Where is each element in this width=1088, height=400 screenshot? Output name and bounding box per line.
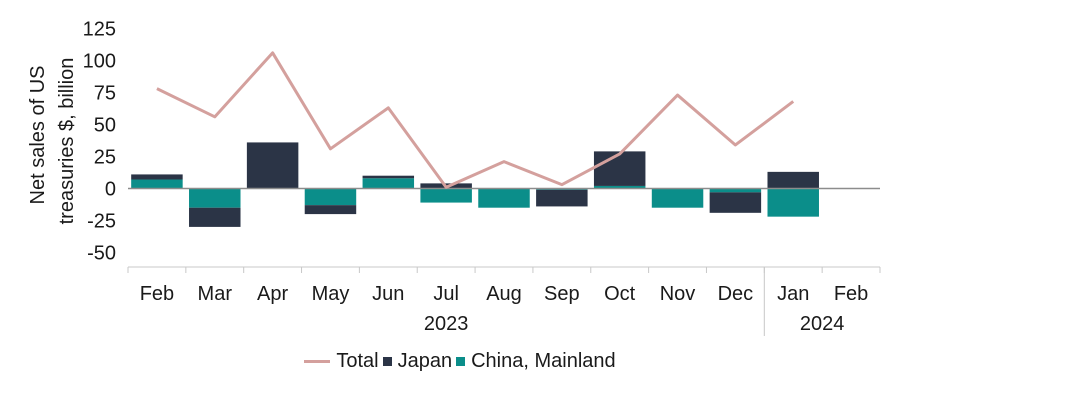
legend-item-japan: Japan [382, 350, 453, 373]
bar-china-mainland [189, 188, 241, 208]
bar-japan [246, 142, 299, 189]
x-tick-label: May [312, 283, 350, 305]
bar-japan [536, 189, 588, 207]
bar-china-mainland [651, 188, 704, 208]
legend-item-china: China, Mainland [456, 350, 616, 373]
bar-japan [593, 151, 646, 186]
y-axis-title-line-1: Net sales of US [27, 66, 49, 205]
x-tick-label: Jul [433, 283, 459, 305]
bar-japan [304, 205, 357, 215]
x-tick-label: Jun [372, 283, 404, 305]
y-axis-title: Net sales of US treasuries $, billion [27, 58, 78, 225]
y-tick-label: -25 [87, 211, 116, 233]
bar-japan [767, 171, 819, 189]
bar-japan [362, 175, 415, 179]
y-axis-title-line-2: treasuries $, billion [56, 58, 78, 225]
year-label: 2023 [424, 313, 469, 335]
x-tick-label: Dec [718, 283, 754, 305]
year-label: 2024 [800, 313, 845, 335]
x-tick-label: Sep [544, 283, 580, 305]
bar-china-mainland [767, 188, 819, 217]
y-tick-label: 125 [83, 19, 116, 41]
bar-china-mainland [709, 188, 762, 193]
legend-label-total: Total [336, 350, 379, 372]
legend-swatch-china [456, 357, 466, 366]
x-tick-label: Aug [486, 283, 522, 305]
bar-japan [131, 174, 183, 180]
bar-china-mainland [478, 188, 530, 208]
legend-item-total: Total [304, 350, 379, 373]
bar-japan [189, 207, 241, 227]
bar-china-mainland [593, 185, 646, 189]
bar-china-mainland [304, 188, 357, 206]
x-tick-label: Feb [834, 283, 868, 305]
y-tick-label: 25 [94, 147, 116, 169]
total-line-series [156, 51, 795, 189]
y-tick-label: 75 [94, 83, 116, 105]
line-total [156, 51, 795, 189]
y-tick-label: 100 [83, 51, 116, 73]
y-axis-tick-labels: 125 100 75 50 25 0 -25 -50 [83, 19, 116, 265]
bars [131, 142, 819, 227]
x-tick-label: Apr [257, 283, 288, 305]
y-tick-label: 0 [105, 179, 116, 201]
legend-label-china: China, Mainland [471, 350, 616, 372]
x-tick-label: Mar [198, 283, 233, 305]
x-tick-label: Nov [660, 283, 696, 305]
bar-china-mainland [362, 178, 415, 189]
x-tick-label: Oct [604, 283, 636, 305]
y-tick-label: -50 [87, 243, 116, 265]
bar-china-mainland [131, 179, 183, 189]
x-axis: Feb Mar Apr May Jun Jul Aug Sep Oct Nov Dec Jan Feb 2… [127, 266, 881, 336]
legend: Total Japan China, Mainland [0, 350, 920, 373]
bar-japan [709, 192, 762, 213]
legend-swatch-japan [382, 357, 392, 366]
legend-label-japan: Japan [397, 350, 453, 372]
bar-china-mainland [420, 188, 472, 203]
x-tick-label: Jan [777, 283, 809, 305]
legend-swatch-total [304, 360, 331, 363]
x-tick-label: Feb [140, 283, 174, 305]
y-tick-label: 50 [94, 115, 116, 137]
